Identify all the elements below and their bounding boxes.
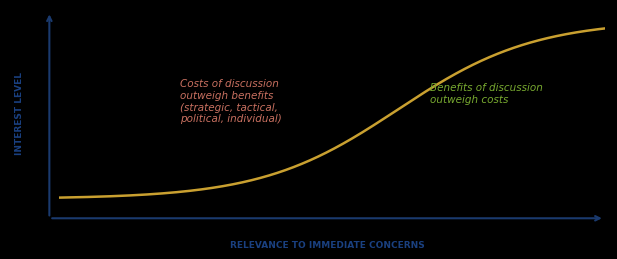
Text: INTEREST LEVEL: INTEREST LEVEL bbox=[15, 71, 24, 155]
Text: RELEVANCE TO IMMEDIATE CONCERNS: RELEVANCE TO IMMEDIATE CONCERNS bbox=[230, 241, 424, 250]
Text: Costs of discussion
outweigh benefits
(strategic, tactical,
political, individua: Costs of discussion outweigh benefits (s… bbox=[180, 79, 282, 124]
Text: Benefits of discussion
outweigh costs: Benefits of discussion outweigh costs bbox=[431, 83, 544, 105]
